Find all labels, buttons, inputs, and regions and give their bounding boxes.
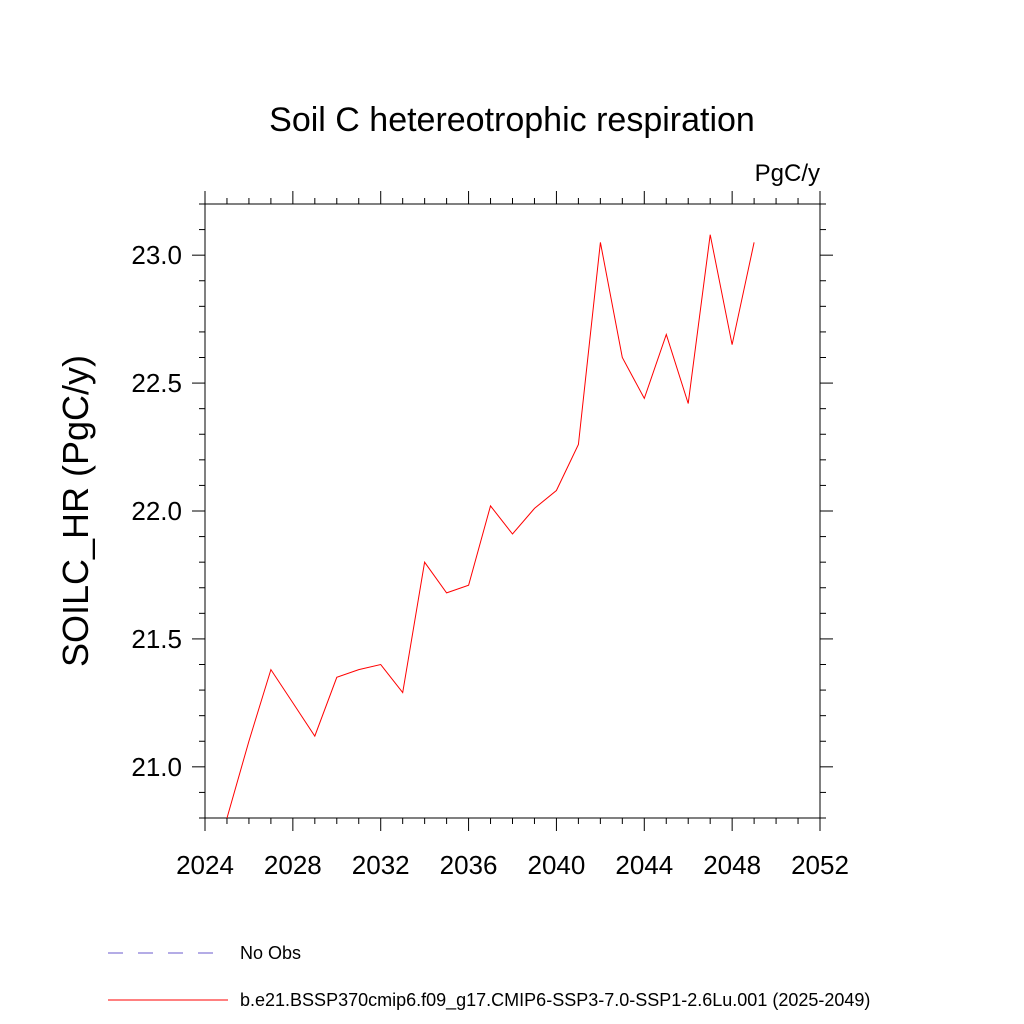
legend-label: b.e21.BSSP370cmip6.f09_g17.CMIP6-SSP3-7.… (240, 990, 870, 1011)
y-tick-label: 21.5 (131, 624, 182, 654)
y-tick-label: 22.5 (131, 368, 182, 398)
y-tick-label: 21.0 (131, 752, 182, 782)
chart-title: Soil C hetereotrophic respiration (269, 101, 755, 139)
x-tick-label: 2040 (528, 850, 586, 880)
legend: No Obs b.e21.BSSP370cmip6.f09_g17.CMIP6-S… (108, 943, 870, 1011)
x-tick-label: 2052 (791, 850, 849, 880)
units-label: PgC/y (755, 160, 820, 187)
series-line (226, 234, 755, 819)
y-axis-label: SOILC_HR (PgC/y) (55, 355, 96, 667)
x-tick-label: 2044 (615, 850, 673, 880)
x-tick-label: 2048 (703, 850, 761, 880)
series-layer (226, 234, 755, 819)
legend-label: No Obs (240, 943, 301, 963)
y-tick-label: 23.0 (131, 240, 182, 270)
x-tick-label: 2036 (440, 850, 498, 880)
x-tick-label: 2024 (176, 850, 234, 880)
axis-ticks (192, 191, 833, 831)
tick-labels: 2024 2028 2032 2036 2040 2044 2048 2052 21.0 21.5… (131, 240, 849, 880)
y-tick-label: 22.0 (131, 496, 182, 526)
x-tick-label: 2028 (264, 850, 322, 880)
plot-frame (204, 203, 821, 819)
x-tick-label: 2032 (352, 850, 410, 880)
